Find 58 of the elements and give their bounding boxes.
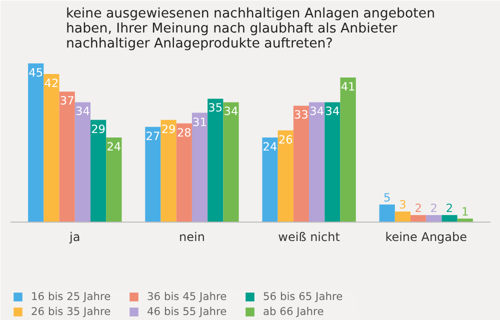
data-label: 2 (414, 201, 422, 216)
data-label: 29 (161, 122, 176, 136)
bar (262, 137, 278, 222)
data-label: 34 (224, 104, 238, 118)
legend-label: 56 bis 65 Jahre (263, 290, 344, 303)
data-label: 31 (192, 114, 207, 129)
bar (426, 215, 442, 222)
bar (379, 204, 395, 222)
x-tick-label: nein (179, 230, 205, 244)
data-label: 5 (383, 190, 391, 204)
legend-label: 46 bis 55 Jahre (147, 305, 228, 318)
legend-label: 36 bis 45 Jahre (147, 290, 228, 303)
data-label: 2 (430, 201, 438, 216)
data-label: 34 (310, 104, 324, 118)
data-label: 42 (44, 76, 59, 90)
data-label: 26 (278, 132, 293, 146)
bar (324, 102, 340, 222)
bar (59, 92, 75, 222)
legend-label: ab 66 Jahre (263, 305, 325, 318)
x-tick-label: keine Angabe (385, 230, 468, 244)
data-label: 37 (60, 94, 74, 108)
data-label: 24 (106, 139, 122, 154)
bar (106, 137, 122, 222)
data-label: 29 (91, 122, 106, 136)
bar (44, 74, 60, 222)
legend-label: 16 bis 25 Jahre (31, 290, 112, 303)
bar (28, 63, 44, 222)
legend-label: 26 bis 35 Jahre (31, 305, 112, 318)
bar (410, 215, 426, 222)
data-label: 1 (462, 204, 469, 219)
data-label: 45 (28, 65, 44, 80)
data-label: 24 (262, 139, 278, 154)
bar (145, 126, 161, 222)
bar (278, 130, 294, 222)
bar (160, 120, 176, 222)
data-label: 33 (294, 108, 308, 122)
data-label: 28 (176, 125, 192, 140)
data-label: 2 (446, 201, 454, 216)
bar (340, 78, 356, 222)
bar (442, 215, 458, 222)
data-label: 34 (325, 104, 340, 118)
bar (74, 102, 90, 222)
data-label: 41 (340, 80, 356, 94)
data-label: 3 (399, 198, 406, 212)
bar (394, 212, 410, 222)
bar (223, 102, 239, 222)
data-label: 35 (208, 100, 223, 115)
bar (208, 98, 224, 222)
chart-title: keine ausgewiesenen nachhaltigen Anlagen angeboten haben, Ihrer Meinung nach glaubhaft als Anbieter nachhaltiger Anlageprodukte auftreten? (66, 6, 436, 52)
data-label: 34 (75, 104, 90, 118)
bar (176, 123, 192, 222)
data-label: 27 (146, 128, 160, 143)
bar (90, 120, 106, 222)
x-tick-label: weiß nicht (278, 230, 340, 244)
bar (309, 102, 325, 222)
x-tick-label: ja (68, 230, 80, 244)
bar (192, 112, 208, 222)
bar (293, 106, 310, 222)
